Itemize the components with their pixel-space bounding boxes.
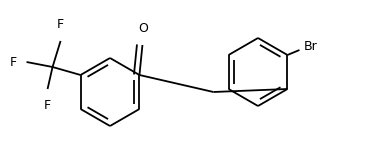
Text: Br: Br — [303, 39, 317, 53]
Text: F: F — [10, 55, 16, 69]
Text: F: F — [57, 18, 64, 31]
Text: F: F — [44, 99, 51, 112]
Text: O: O — [138, 22, 148, 35]
